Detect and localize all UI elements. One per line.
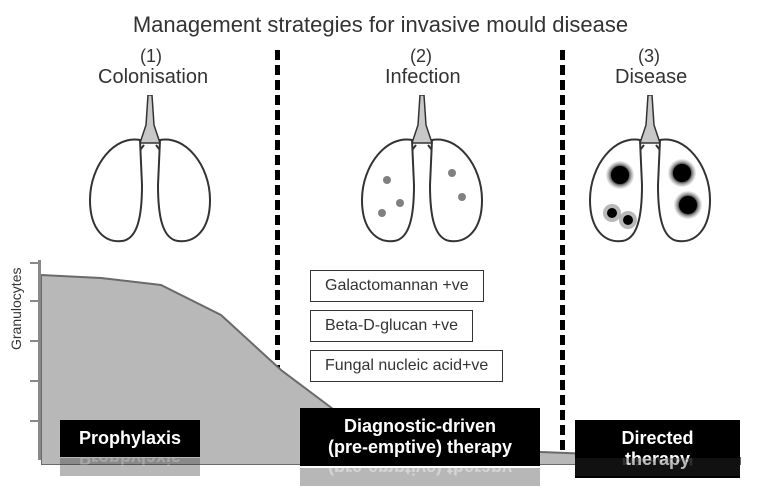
therapy-directed-reflection: Directed therapy — [575, 458, 740, 476]
therapy-prophylaxis-reflection: Prophylaxis — [60, 458, 200, 476]
stage-2-num: (2) — [410, 46, 432, 67]
y-axis-tick — [30, 300, 38, 302]
therapy-diagnostic-reflection: (pre-emptive) therapy — [300, 468, 540, 486]
stage-1-label: Colonisation — [98, 66, 208, 89]
y-axis-label: Granulocytes — [8, 268, 24, 350]
therapy-2-line1: Diagnostic-driven — [344, 416, 496, 436]
therapy-prophylaxis: Prophylaxis — [60, 420, 200, 457]
stage-3-num: (3) — [638, 46, 660, 67]
therapy-diagnostic-driven: Diagnostic-driven (pre-emptive) therapy — [300, 408, 540, 466]
y-axis-tick — [30, 340, 38, 342]
lungs-colonisation-icon — [80, 95, 220, 250]
biomarker-beta-d-glucan: Beta-D-glucan +ve — [310, 310, 473, 342]
stage-2-label: Infection — [385, 66, 461, 89]
y-axis-tick — [30, 262, 38, 264]
page-title: Management strategies for invasive mould… — [0, 12, 761, 38]
biomarker-fungal-nucleic-acid: Fungal nucleic acid+ve — [310, 350, 503, 382]
stage-1-num: (1) — [140, 46, 162, 67]
stage-3-label: Disease — [615, 66, 687, 89]
lungs-infection-icon — [352, 95, 492, 250]
biomarker-galactomannan: Galactomannan +ve — [310, 270, 484, 302]
y-axis-tick — [30, 380, 38, 382]
y-axis-tick — [30, 420, 38, 422]
lungs-disease-icon — [580, 95, 720, 250]
therapy-2-line2: (pre-emptive) therapy — [328, 437, 512, 457]
